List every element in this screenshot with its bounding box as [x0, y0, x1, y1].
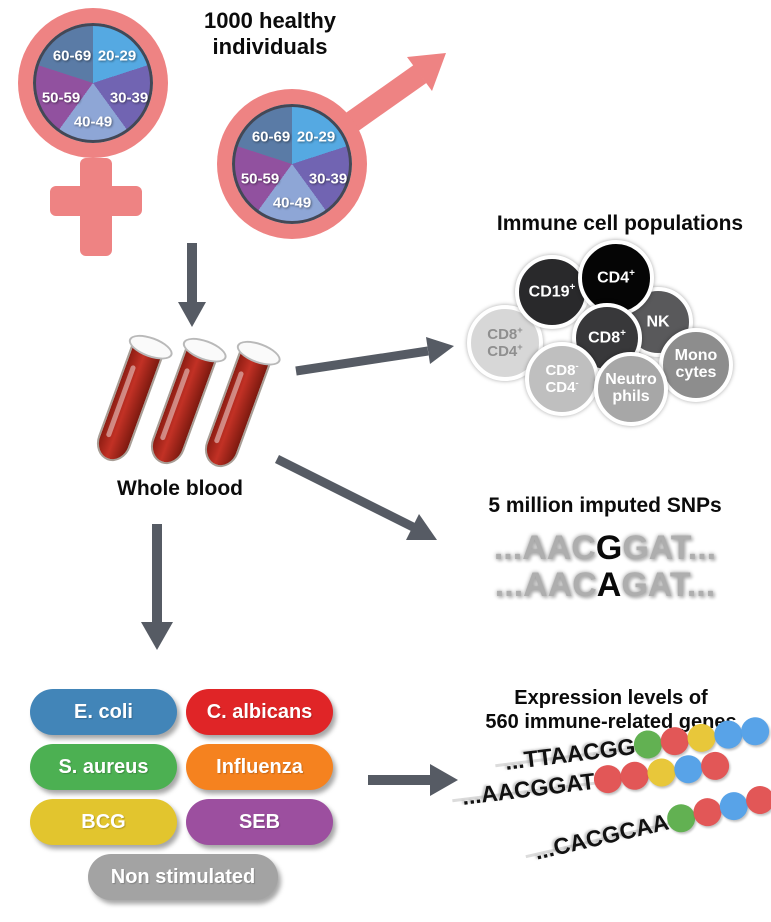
cohort-title-line2: individuals — [212, 33, 328, 59]
stimulus-seb: SEB — [186, 799, 333, 845]
snp2-prefix: ...AAC — [494, 566, 597, 605]
cell-label-line: CD19+ — [528, 281, 576, 301]
male-pie-label-40-49: 40-49 — [272, 194, 312, 212]
female-pie-label-40-49: 40-49 — [73, 113, 113, 131]
male-pie-label-30-39: 30-39 — [308, 170, 348, 188]
stimulus-calbicans: C. albicans — [186, 689, 333, 735]
stimulus-label: Non stimulated — [110, 865, 256, 888]
arrow-stimuli-to-expression — [368, 764, 458, 796]
cell-label-line: CD4+ — [597, 267, 635, 287]
expression-dot — [592, 763, 624, 795]
cell-label-line: Mono — [674, 347, 718, 365]
female-pie-label-20-29: 20-29 — [97, 47, 137, 65]
expression-dot — [618, 760, 651, 792]
cell-monocytes: Mono cytes — [659, 328, 733, 402]
male-pie-label-20-29: 20-29 — [296, 128, 336, 146]
expression-dot — [672, 753, 704, 785]
stimulus-non-stimulated: Non stimulated — [88, 854, 278, 900]
male-arrow-glyph — [345, 53, 446, 131]
cell-neutrophils: Neutro phils — [594, 352, 668, 426]
cell-cd4pos: CD4+ — [578, 240, 654, 316]
arrow-blood-to-snps — [274, 454, 437, 540]
expression-dot — [712, 718, 745, 751]
cohort-title-line1: 1000 healthy — [203, 8, 337, 33]
stimulus-label: E. coli — [74, 700, 133, 723]
expression-dot — [686, 722, 718, 754]
cohort-title: 1000 healthy individuals — [155, 8, 385, 60]
snps-title: 5 million imputed SNPs — [488, 494, 722, 517]
expression-dot — [743, 783, 771, 817]
cell-label-line: CD8- — [545, 361, 579, 380]
female-symbol-crossbar — [50, 186, 142, 216]
expression-title-line1: Expression levels of — [514, 687, 708, 709]
arrow-blood-to-immune-cells — [295, 337, 454, 376]
stimulus-influenza: Influenza — [186, 744, 333, 790]
male-age-pie: 20-29 30-39 40-49 50-59 60-69 — [232, 104, 352, 224]
male-pie-label-50-59: 50-59 — [240, 170, 280, 188]
snp1-prefix: ...AAC — [493, 529, 596, 567]
arrow-individuals-to-blood — [178, 243, 206, 327]
cell-cd8neg-cd4neg: CD8- CD4- — [525, 342, 599, 416]
expression-dot — [659, 725, 691, 757]
arrow-blood-to-stimuli — [141, 524, 173, 650]
female-age-pie: 20-29 30-39 40-49 50-59 60-69 — [33, 23, 153, 143]
snp1-variant-allele: G — [595, 529, 623, 567]
snp2-variant-allele: A — [596, 566, 622, 605]
stimulus-label: C. albicans — [206, 700, 313, 723]
cell-label-line: CD4- — [545, 378, 579, 396]
stimulus-label: BCG — [81, 810, 126, 833]
cell-label-line: NK — [646, 313, 670, 331]
snp-sequence-1: ...AACGGAT... — [440, 529, 770, 567]
whole-blood-label: Whole blood — [117, 477, 243, 500]
snp1-suffix: GAT... — [622, 529, 717, 567]
cell-label-line: phils — [612, 388, 650, 405]
snp2-suffix: GAT... — [621, 566, 716, 605]
cell-label-line: CD8+ — [588, 327, 626, 347]
cell-label-line: cytes — [675, 364, 717, 381]
female-pie-label-50-59: 50-59 — [41, 89, 81, 107]
male-pie-label-60-69: 60-69 — [251, 128, 291, 146]
snp-sequences: ...AACGGAT... ...AACAGAT... — [440, 529, 770, 605]
stimulus-label: S. aureus — [58, 755, 149, 778]
expression-dot — [645, 756, 677, 789]
stimulus-bcg: BCG — [30, 799, 177, 845]
stimulus-label: Influenza — [216, 755, 303, 778]
stimulus-ecoli: E. coli — [30, 689, 177, 735]
expression-dot — [632, 728, 664, 761]
cell-cd19pos: CD19+ — [515, 255, 589, 329]
stimulus-saureus: S. aureus — [30, 744, 177, 790]
stimulus-label: SEB — [238, 810, 281, 833]
cell-label-line: CD8+ — [487, 325, 523, 344]
female-pie-label-30-39: 30-39 — [109, 89, 149, 107]
female-pie-label-60-69: 60-69 — [52, 47, 92, 65]
immune-cells-title: Immune cell populations — [496, 212, 744, 235]
cell-label-line: CD4+ — [487, 342, 523, 360]
snp-sequence-2: ...AACAGAT... — [440, 567, 770, 604]
cell-label-line: Neutro — [605, 371, 657, 389]
expression-dot — [699, 750, 731, 782]
